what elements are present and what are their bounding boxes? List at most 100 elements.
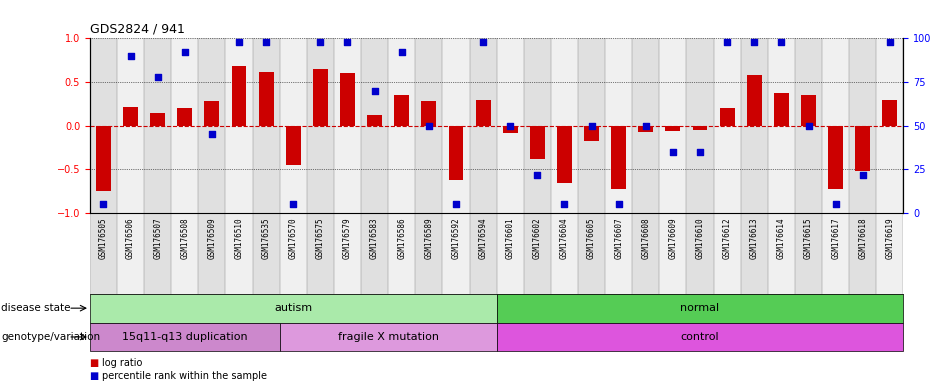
Bar [659,38,687,213]
Bar [605,213,632,294]
Bar [90,213,117,294]
Text: GSM176619: GSM176619 [885,217,894,259]
Text: GSM176614: GSM176614 [777,217,786,259]
Text: GSM176579: GSM176579 [343,217,352,259]
Text: GSM176618: GSM176618 [858,217,867,259]
Bar [632,38,659,213]
Bar [578,213,605,294]
Bar [448,126,464,180]
Bar [171,38,199,213]
Point [448,201,464,207]
Text: GSM176508: GSM176508 [181,217,189,259]
Bar [497,323,903,351]
Bar [551,213,578,294]
Bar [497,294,903,323]
Bar [313,69,328,126]
Bar [394,95,410,126]
Text: normal: normal [680,303,720,313]
Text: ■: ■ [90,358,102,368]
Bar [876,213,903,294]
Text: GSM176583: GSM176583 [370,217,379,259]
Point [855,172,870,178]
Bar [280,323,497,351]
Bar [551,38,578,213]
Bar [199,38,225,213]
Bar [502,126,517,133]
Point [774,39,789,45]
Bar [497,38,524,213]
Text: genotype/variation: genotype/variation [1,332,100,342]
Bar [144,38,171,213]
Point [421,123,436,129]
Text: GSM176610: GSM176610 [695,217,705,259]
Bar [605,38,632,213]
Bar [530,126,545,159]
Bar [768,38,795,213]
Bar [687,213,713,294]
Text: GDS2824 / 941: GDS2824 / 941 [90,23,184,36]
Point [123,53,138,59]
Bar [795,213,822,294]
Bar [557,126,572,182]
Text: GSM176607: GSM176607 [614,217,623,259]
Bar [659,213,687,294]
Point [204,131,219,137]
Bar [334,213,361,294]
Bar [367,115,382,126]
Text: GSM176535: GSM176535 [262,217,271,259]
Text: GSM176612: GSM176612 [723,217,731,259]
Bar [850,213,876,294]
Bar [443,213,469,294]
Text: GSM176510: GSM176510 [235,217,243,259]
Point [177,49,192,55]
Bar [204,101,219,126]
Bar [687,38,713,213]
Text: GSM176589: GSM176589 [425,217,433,259]
Bar [850,38,876,213]
Bar [578,38,605,213]
Point [801,123,816,129]
Bar [199,213,225,294]
Bar [524,38,551,213]
Bar [639,126,654,132]
Point [313,39,328,45]
Point [394,49,410,55]
Bar [720,108,735,126]
Bar [280,213,307,294]
Text: GSM176592: GSM176592 [451,217,461,259]
Bar [171,213,199,294]
Bar [876,38,903,213]
Text: GSM176586: GSM176586 [397,217,406,259]
Bar [123,106,138,126]
Point [96,201,111,207]
Bar [801,95,816,126]
Point [232,39,247,45]
Bar [665,126,680,131]
Bar [713,213,741,294]
Text: GSM176602: GSM176602 [533,217,542,259]
Point [665,149,680,155]
Point [584,123,599,129]
Bar [177,108,192,126]
Bar [232,66,247,126]
Bar [746,75,762,126]
Point [883,39,898,45]
Bar [822,213,850,294]
Text: GSM176594: GSM176594 [479,217,487,259]
Text: control: control [681,332,719,342]
Bar [117,38,144,213]
Text: GSM176605: GSM176605 [587,217,596,259]
Point [692,149,708,155]
Text: GSM176617: GSM176617 [832,217,840,259]
Bar [828,126,843,189]
Text: disease state: disease state [1,303,70,313]
Bar [774,93,789,126]
Bar [90,294,497,323]
Bar [117,213,144,294]
Bar [388,38,415,213]
Bar [361,213,388,294]
Bar [415,213,443,294]
Bar [253,213,280,294]
Bar [225,38,253,213]
Bar [443,38,469,213]
